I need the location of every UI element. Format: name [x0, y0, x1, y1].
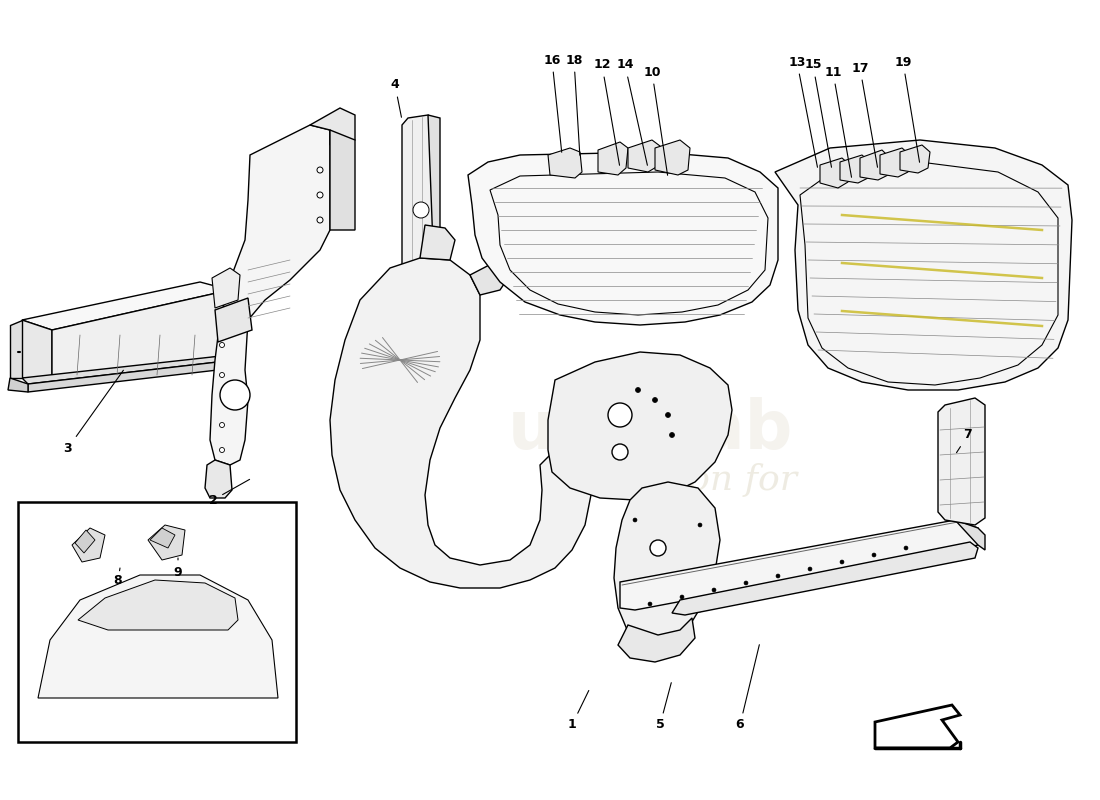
Polygon shape: [210, 125, 330, 465]
Circle shape: [220, 342, 224, 347]
Polygon shape: [420, 225, 455, 260]
Polygon shape: [78, 580, 238, 630]
Polygon shape: [628, 140, 660, 172]
Circle shape: [670, 433, 674, 438]
Polygon shape: [226, 350, 242, 368]
Polygon shape: [620, 520, 978, 610]
Text: 19: 19: [894, 55, 920, 162]
Circle shape: [652, 398, 658, 402]
Text: 3: 3: [64, 370, 123, 454]
Polygon shape: [614, 482, 720, 648]
Polygon shape: [470, 262, 510, 295]
Polygon shape: [205, 460, 232, 498]
Polygon shape: [840, 155, 870, 183]
Circle shape: [698, 608, 702, 612]
Polygon shape: [22, 282, 230, 330]
Polygon shape: [150, 528, 175, 548]
Circle shape: [648, 602, 652, 606]
Circle shape: [632, 518, 637, 522]
Text: 17: 17: [851, 62, 878, 167]
Polygon shape: [310, 108, 355, 145]
Polygon shape: [214, 298, 252, 342]
Polygon shape: [428, 115, 440, 302]
Polygon shape: [820, 158, 850, 188]
Circle shape: [872, 553, 876, 557]
Text: 10: 10: [644, 66, 668, 175]
Circle shape: [647, 577, 663, 593]
Text: unoflab: unoflab: [507, 397, 793, 463]
Polygon shape: [880, 148, 910, 177]
Text: 16: 16: [543, 54, 562, 152]
Circle shape: [636, 387, 640, 393]
Polygon shape: [654, 140, 690, 175]
Polygon shape: [22, 355, 235, 384]
Polygon shape: [938, 398, 984, 525]
Text: 11: 11: [824, 66, 851, 178]
Polygon shape: [955, 520, 984, 550]
Text: 12: 12: [593, 58, 619, 166]
Polygon shape: [874, 705, 960, 748]
Circle shape: [698, 523, 702, 527]
Circle shape: [412, 202, 429, 218]
Text: 9: 9: [174, 558, 183, 578]
Circle shape: [840, 560, 844, 564]
Polygon shape: [148, 525, 185, 560]
Circle shape: [317, 217, 323, 223]
Polygon shape: [52, 290, 230, 380]
Circle shape: [220, 447, 224, 453]
Circle shape: [317, 167, 323, 173]
Polygon shape: [548, 352, 732, 500]
Circle shape: [904, 546, 907, 550]
Polygon shape: [22, 320, 52, 380]
Circle shape: [712, 588, 716, 592]
Text: 2: 2: [209, 479, 250, 506]
Polygon shape: [672, 542, 978, 615]
Text: 15: 15: [804, 58, 832, 167]
Polygon shape: [548, 148, 582, 178]
Polygon shape: [72, 528, 104, 562]
Polygon shape: [900, 145, 930, 173]
Bar: [18, 502, 296, 742]
Polygon shape: [776, 140, 1072, 390]
Text: 18: 18: [565, 54, 583, 155]
Circle shape: [317, 192, 323, 198]
Circle shape: [650, 540, 666, 556]
Polygon shape: [10, 320, 22, 378]
Polygon shape: [28, 360, 235, 392]
Text: 13: 13: [789, 55, 817, 167]
Circle shape: [612, 444, 628, 460]
Circle shape: [680, 595, 684, 599]
Text: 14: 14: [616, 58, 648, 166]
Circle shape: [744, 581, 748, 585]
Text: 1: 1: [568, 690, 588, 731]
Circle shape: [808, 567, 812, 571]
Circle shape: [776, 574, 780, 578]
Polygon shape: [860, 150, 890, 180]
Circle shape: [666, 413, 671, 418]
Polygon shape: [75, 530, 95, 553]
Circle shape: [608, 403, 632, 427]
Polygon shape: [212, 268, 240, 308]
Circle shape: [220, 373, 224, 378]
Text: 6: 6: [736, 645, 759, 731]
Circle shape: [220, 422, 224, 427]
Polygon shape: [598, 142, 628, 175]
Text: 7: 7: [957, 429, 972, 453]
Text: 5: 5: [656, 682, 671, 731]
Circle shape: [708, 568, 712, 572]
Text: 8: 8: [113, 568, 122, 586]
Text: a passion for: a passion for: [562, 463, 798, 497]
Polygon shape: [618, 618, 695, 662]
Polygon shape: [330, 130, 355, 230]
Polygon shape: [39, 575, 278, 698]
Polygon shape: [8, 378, 28, 392]
Polygon shape: [330, 258, 592, 588]
Polygon shape: [402, 115, 434, 308]
Text: 4: 4: [390, 78, 402, 118]
Polygon shape: [468, 152, 778, 325]
Circle shape: [220, 380, 250, 410]
